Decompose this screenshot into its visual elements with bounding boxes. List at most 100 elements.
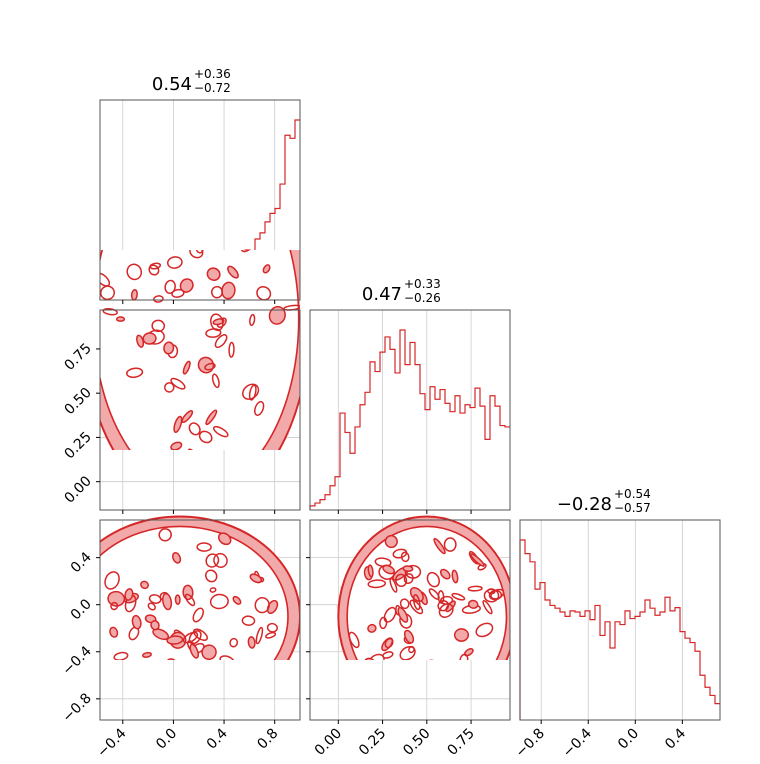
sample-point: [114, 225, 116, 227]
contour-island: [206, 664, 226, 684]
contour-island: [212, 318, 225, 326]
sample-point: [451, 686, 453, 688]
sample-point: [206, 663, 208, 665]
sample-point: [496, 667, 498, 669]
diag-title-median-1: 0.47: [362, 284, 402, 305]
contour-island: [451, 592, 466, 601]
sample-point: [94, 545, 96, 547]
sample-point: [95, 634, 97, 636]
diag-title-2: −0.28 +0.54−0.57: [557, 487, 651, 515]
sample-point: [155, 704, 157, 706]
sample-point: [266, 452, 268, 454]
sample-point: [112, 685, 114, 687]
contour-island: [140, 580, 149, 590]
contour-island: [170, 441, 183, 450]
sample-point: [200, 209, 202, 211]
contour-island: [161, 159, 172, 173]
contour-island: [426, 571, 440, 588]
contour-island: [210, 313, 224, 332]
sample-point: [170, 490, 172, 492]
x-tick-label-2-2: 0.0: [615, 726, 642, 753]
sample-point: [155, 199, 157, 201]
contour-island: [161, 592, 173, 611]
sample-point: [101, 226, 103, 228]
contour-island: [451, 569, 459, 584]
sample-point: [222, 485, 224, 487]
y-tick-label-1-1: 0.25: [61, 429, 94, 462]
contour-island: [240, 250, 255, 253]
contour-island: [205, 328, 222, 338]
sample-point: [514, 594, 516, 596]
contour-island: [158, 528, 172, 542]
sample-point: [489, 678, 491, 680]
sample-point: [205, 492, 207, 494]
contour-island: [192, 607, 204, 623]
sample-point: [102, 680, 104, 682]
sample-point: [70, 590, 72, 592]
diag-title-plus-1: +0.33: [404, 277, 441, 291]
contour-island: [156, 244, 163, 249]
sample-point: [200, 136, 202, 138]
sample-point: [164, 501, 166, 503]
contour-island: [196, 669, 212, 682]
sample-point: [214, 686, 216, 688]
density-panel-1-0: [100, 136, 300, 503]
contour-island: [421, 659, 437, 660]
contour-island: [256, 285, 272, 301]
sample-point: [213, 675, 215, 677]
sample-point: [148, 480, 150, 482]
sample-point: [230, 678, 232, 680]
contour-island: [262, 264, 271, 274]
sample-point: [220, 151, 222, 153]
sample-point: [92, 589, 94, 591]
sample-point: [387, 664, 389, 666]
sample-point: [221, 452, 223, 454]
sample-point: [133, 163, 135, 165]
sample-point: [181, 708, 183, 710]
sample-point: [421, 714, 423, 716]
contour-island: [190, 163, 196, 175]
y-tick-label-2-2: 0.0: [68, 596, 95, 623]
x-tick-label-0-3: 0.8: [254, 726, 281, 753]
sample-point: [208, 488, 210, 490]
sample-point: [489, 687, 491, 689]
contour-island: [192, 628, 209, 641]
sample-point: [171, 682, 173, 684]
contour-island: [201, 644, 217, 660]
contour-island: [144, 189, 159, 198]
contour-island: [163, 341, 175, 355]
contour-island: [247, 636, 256, 649]
sample-point: [434, 689, 436, 691]
sample-point: [489, 679, 491, 681]
contour-island: [148, 180, 156, 191]
sample-point: [489, 681, 491, 683]
sample-point: [96, 542, 98, 544]
contour-island: [255, 626, 264, 645]
sample-point: [96, 613, 98, 615]
sample-point: [440, 700, 442, 702]
sample-point: [208, 193, 210, 195]
sample-point: [247, 662, 249, 664]
sample-point: [228, 455, 230, 457]
sample-point: [163, 717, 165, 719]
sample-point: [67, 590, 69, 592]
contour-island: [382, 564, 395, 575]
sample-point: [460, 706, 462, 708]
contour-island: [113, 651, 129, 660]
contour-island: [164, 658, 178, 660]
contour-island: [227, 265, 239, 279]
contour-island: [151, 319, 166, 333]
sample-point: [475, 663, 477, 665]
sample-point: [451, 712, 453, 714]
contour-island: [217, 532, 232, 546]
sample-point: [374, 683, 376, 685]
density-inner-contour: [100, 525, 289, 660]
contour-island: [200, 227, 221, 246]
sample-point: [200, 675, 202, 677]
sample-point: [261, 457, 263, 459]
contour-island: [196, 542, 212, 552]
contour-island: [188, 422, 201, 436]
sample-point: [118, 678, 120, 680]
sample-point: [428, 667, 430, 669]
